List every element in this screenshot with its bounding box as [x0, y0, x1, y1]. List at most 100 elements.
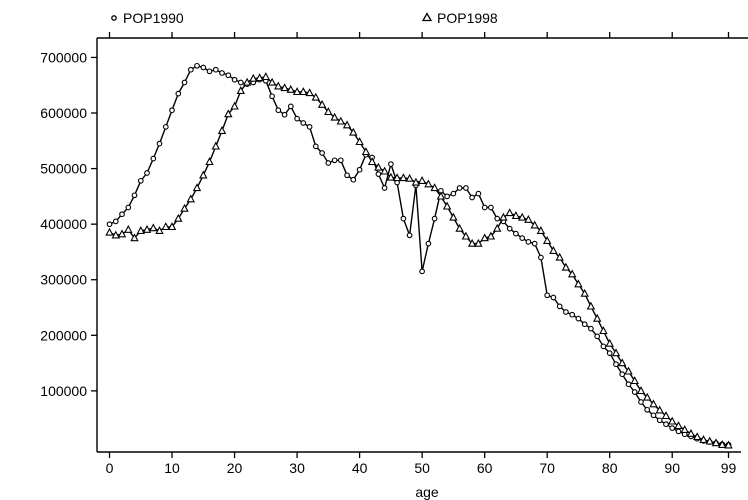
- data-point-pop1998: [617, 358, 627, 367]
- data-point-pop1990: [419, 268, 425, 275]
- data-point-pop1998: [174, 213, 183, 222]
- data-point-pop1990: [206, 68, 213, 75]
- data-point-pop1990: [531, 240, 538, 247]
- data-point-pop1998: [705, 436, 714, 445]
- data-point-pop1990: [488, 204, 494, 211]
- data-point-pop1990: [656, 417, 663, 424]
- data-point-pop1998: [317, 99, 327, 108]
- legend: POP1990 POP1998: [111, 10, 498, 26]
- data-point-pop1998: [274, 81, 283, 90]
- data-point-pop1990: [663, 421, 669, 428]
- x-tick-label: 80: [602, 460, 618, 476]
- data-point-pop1998: [692, 432, 702, 441]
- data-point-pop1990: [169, 107, 175, 114]
- data-point-pop1998: [549, 246, 558, 254]
- data-point-pop1998: [161, 222, 171, 231]
- x-tick-label: 40: [352, 460, 368, 476]
- data-point-pop1990: [150, 155, 157, 162]
- data-point-pop1998: [561, 262, 571, 271]
- data-point-pop1990: [137, 177, 144, 184]
- data-point-pop1998: [324, 107, 333, 116]
- data-point-pop1998: [342, 120, 352, 129]
- data-point-pop1990: [525, 239, 532, 245]
- x-tick-label: 70: [539, 460, 555, 476]
- data-point-pop1998: [674, 421, 683, 430]
- y-tick-label: 100000: [40, 383, 87, 399]
- data-point-pop1998: [349, 127, 358, 136]
- data-point-pop1990: [312, 143, 319, 150]
- data-point-pop1998: [136, 226, 146, 234]
- data-point-pop1998: [442, 201, 452, 210]
- series-markers-pop1990: [106, 62, 732, 448]
- data-point-pop1990: [231, 76, 238, 83]
- legend-marker-pop1990: [111, 15, 117, 21]
- data-point-pop1990: [625, 381, 632, 388]
- y-tick-label: 700000: [40, 49, 87, 65]
- data-point-pop1990: [481, 204, 488, 211]
- data-point-pop1998: [474, 238, 483, 247]
- data-point-pop1998: [649, 399, 658, 408]
- data-point-pop1990: [569, 311, 576, 318]
- data-point-pop1998: [580, 288, 589, 297]
- x-tick-label: 0: [106, 460, 114, 476]
- y-tick-label: 300000: [40, 272, 87, 288]
- data-point-pop1990: [581, 321, 588, 328]
- data-point-pop1990: [619, 371, 626, 378]
- data-point-pop1998: [336, 116, 346, 125]
- data-point-pop1990: [475, 190, 482, 197]
- data-point-pop1998: [711, 438, 721, 447]
- data-point-pop1990: [187, 66, 194, 73]
- data-point-pop1998: [374, 162, 383, 171]
- data-point-pop1998: [486, 231, 496, 240]
- data-point-pop1998: [536, 226, 546, 234]
- data-point-pop1998: [467, 238, 477, 247]
- data-point-pop1998: [199, 170, 208, 179]
- data-point-pop1998: [292, 87, 302, 96]
- data-point-pop1990: [444, 193, 450, 200]
- data-point-pop1998: [192, 183, 202, 192]
- data-point-pop1998: [455, 223, 464, 232]
- data-point-pop1998: [130, 233, 139, 242]
- data-point-pop1990: [450, 190, 457, 197]
- data-point-pop1990: [600, 343, 607, 350]
- data-point-pop1990: [594, 333, 601, 340]
- data-point-pop1990: [112, 218, 119, 225]
- data-point-pop1990: [469, 194, 475, 201]
- data-point-pop1998: [155, 226, 164, 234]
- data-point-pop1990: [575, 315, 582, 322]
- data-point-pop1998: [636, 386, 646, 395]
- data-point-pop1998: [542, 236, 552, 244]
- data-point-pop1998: [286, 84, 296, 93]
- x-tick-label: 60: [477, 460, 493, 476]
- data-point-pop1990: [556, 303, 563, 310]
- data-point-pop1990: [644, 406, 651, 413]
- data-point-pop1990: [494, 215, 501, 222]
- data-point-pop1998: [586, 301, 596, 310]
- data-point-pop1998: [211, 141, 221, 150]
- data-point-pop1998: [524, 214, 533, 223]
- x-tick-label: 30: [289, 460, 305, 476]
- data-point-pop1990: [269, 93, 275, 100]
- data-point-pop1998: [567, 269, 577, 278]
- data-point-pop1998: [386, 172, 396, 181]
- data-point-pop1990: [550, 294, 557, 301]
- data-point-pop1998: [267, 77, 277, 86]
- data-point-pop1998: [186, 194, 196, 203]
- data-point-pop1998: [574, 279, 583, 288]
- data-point-pop1990: [294, 115, 300, 122]
- x-tick-label: 99: [721, 460, 737, 476]
- data-point-pop1998: [511, 211, 521, 219]
- data-point-pop1990: [431, 215, 438, 222]
- data-point-pop1990: [513, 230, 519, 237]
- data-point-pop1990: [344, 172, 350, 179]
- data-point-pop1990: [237, 79, 244, 86]
- data-point-pop1990: [219, 70, 225, 76]
- data-point-pop1998: [205, 157, 214, 166]
- x-tick-label: 20: [227, 460, 243, 476]
- data-point-pop1990: [613, 361, 619, 368]
- data-point-pop1998: [305, 88, 314, 97]
- data-point-pop1998: [492, 223, 502, 232]
- data-point-pop1990: [225, 72, 232, 79]
- data-point-pop1990: [638, 399, 644, 405]
